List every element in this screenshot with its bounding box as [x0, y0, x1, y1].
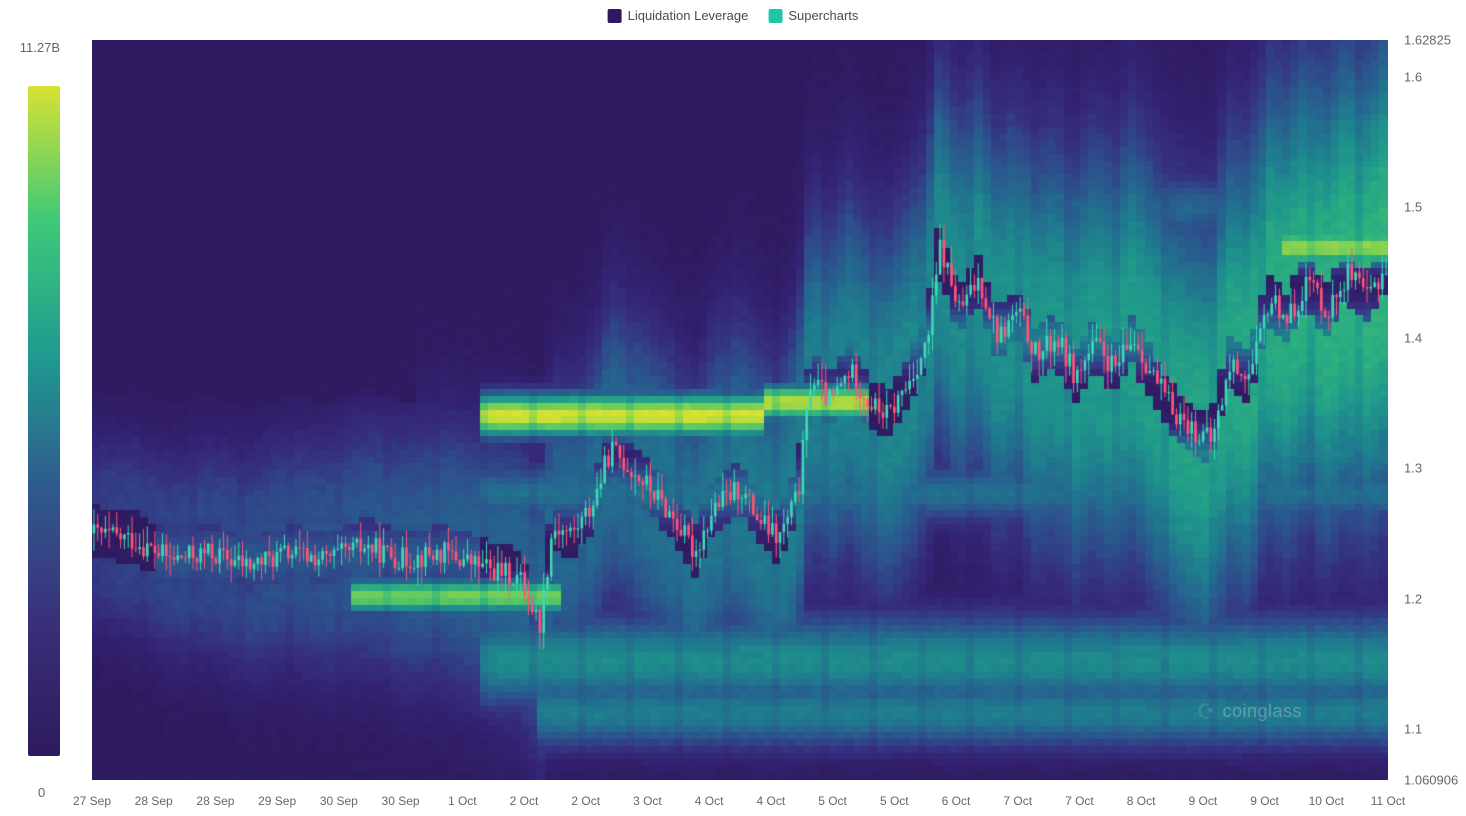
x-tick-label: 30 Sep — [382, 794, 420, 808]
legend-item-supercharts[interactable]: Supercharts — [768, 8, 858, 23]
x-tick-label: 29 Sep — [258, 794, 296, 808]
y-tick-label: 1.5 — [1404, 200, 1422, 215]
x-tick-label: 10 Oct — [1309, 794, 1344, 808]
y-tick-label: 1.060906 — [1404, 773, 1458, 788]
legend-label: Liquidation Leverage — [628, 8, 749, 23]
y-tick-label: 1.4 — [1404, 330, 1422, 345]
x-tick-label: 7 Oct — [1003, 794, 1032, 808]
watermark-icon — [1196, 702, 1216, 722]
colorbar-min-label: 0 — [38, 785, 45, 800]
y-axis: 1.0609061.11.21.31.41.51.61.62825 — [1398, 40, 1458, 780]
x-tick-label: 7 Oct — [1065, 794, 1094, 808]
x-tick-label: 2 Oct — [571, 794, 600, 808]
legend-label: Supercharts — [788, 8, 858, 23]
legend-item-liquidation[interactable]: Liquidation Leverage — [608, 8, 749, 23]
x-tick-label: 9 Oct — [1250, 794, 1279, 808]
x-tick-label: 5 Oct — [818, 794, 847, 808]
x-tick-label: 4 Oct — [757, 794, 786, 808]
x-tick-label: 3 Oct — [633, 794, 662, 808]
plot-area[interactable]: coinglass — [92, 40, 1388, 780]
y-tick-label: 1.1 — [1404, 722, 1422, 737]
y-tick-label: 1.6 — [1404, 69, 1422, 84]
x-tick-label: 1 Oct — [448, 794, 477, 808]
x-tick-label: 4 Oct — [695, 794, 724, 808]
y-tick-label: 1.3 — [1404, 461, 1422, 476]
legend-swatch — [608, 9, 622, 23]
watermark-text: coinglass — [1222, 701, 1302, 722]
x-tick-label: 5 Oct — [880, 794, 909, 808]
y-tick-label: 1.2 — [1404, 591, 1422, 606]
x-axis: 27 Sep28 Sep28 Sep29 Sep30 Sep30 Sep1 Oc… — [92, 794, 1388, 812]
x-tick-label: 28 Sep — [135, 794, 173, 808]
candlestick-canvas — [92, 40, 1388, 780]
colorbar-gradient — [28, 86, 60, 756]
x-tick-label: 8 Oct — [1127, 794, 1156, 808]
colorbar-max-label: 11.27B — [20, 40, 60, 55]
x-tick-label: 30 Sep — [320, 794, 358, 808]
x-tick-label: 2 Oct — [510, 794, 539, 808]
x-tick-label: 27 Sep — [73, 794, 111, 808]
chart-legend: Liquidation Leverage Supercharts — [608, 8, 859, 23]
x-tick-label: 9 Oct — [1189, 794, 1218, 808]
legend-swatch — [768, 9, 782, 23]
x-tick-label: 28 Sep — [196, 794, 234, 808]
y-tick-label: 1.62825 — [1404, 33, 1451, 48]
colorbar: 11.27B 0 — [10, 40, 70, 800]
watermark: coinglass — [1196, 701, 1302, 722]
x-tick-label: 11 Oct — [1371, 794, 1405, 808]
x-tick-label: 6 Oct — [942, 794, 971, 808]
